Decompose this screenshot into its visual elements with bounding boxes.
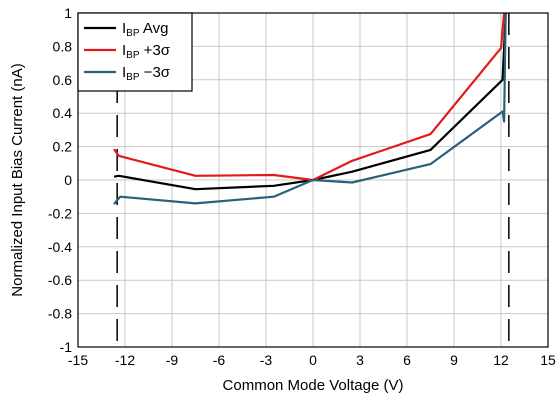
y-tick-label: 0.2 xyxy=(53,139,73,155)
y-tick-label: 1 xyxy=(64,5,72,21)
y-tick-label: -0.8 xyxy=(48,306,72,322)
y-tick-label: -0.6 xyxy=(48,272,72,288)
y-tick-label: -0.4 xyxy=(48,239,72,255)
x-tick-label: 15 xyxy=(540,352,556,368)
y-tick-label: 0.6 xyxy=(53,72,73,88)
y-tick-label: 0.4 xyxy=(53,105,73,121)
series-group xyxy=(113,12,507,205)
legend-box xyxy=(77,12,193,92)
x-tick-label: -3 xyxy=(260,352,273,368)
y-tick-label: -0.2 xyxy=(48,205,72,221)
x-tick-label: 3 xyxy=(356,352,364,368)
x-tick-label: 6 xyxy=(403,352,411,368)
y-tick-label: -1 xyxy=(60,339,73,355)
x-tick-label: 12 xyxy=(493,352,509,368)
y-tick-labels: 1 0.8 0.6 0.4 0.2 0 -0.2 -0.4 -0.6 -0.8 -1 xyxy=(48,5,72,355)
y-axis-label: Normalized Input Bias Current (nA) xyxy=(9,63,26,296)
x-tick-label: -12 xyxy=(115,352,135,368)
x-tick-labels: -15 -12 -9 -6 -3 0 3 6 9 12 15 xyxy=(68,352,556,368)
x-axis-label: Common Mode Voltage (V) xyxy=(223,377,404,394)
plot-frame xyxy=(77,12,549,348)
x-tick-label: 9 xyxy=(450,352,458,368)
y-tick-label: 0 xyxy=(64,172,72,188)
x-tick-label: -9 xyxy=(166,352,179,368)
legend-entry: IBP Avg xyxy=(122,20,168,39)
x-tick-label: 0 xyxy=(309,352,317,368)
x-tick-label: -6 xyxy=(213,352,226,368)
y-tick-label: 0.8 xyxy=(53,38,73,54)
series-line xyxy=(113,12,507,205)
x-tick-label: -15 xyxy=(68,352,88,368)
